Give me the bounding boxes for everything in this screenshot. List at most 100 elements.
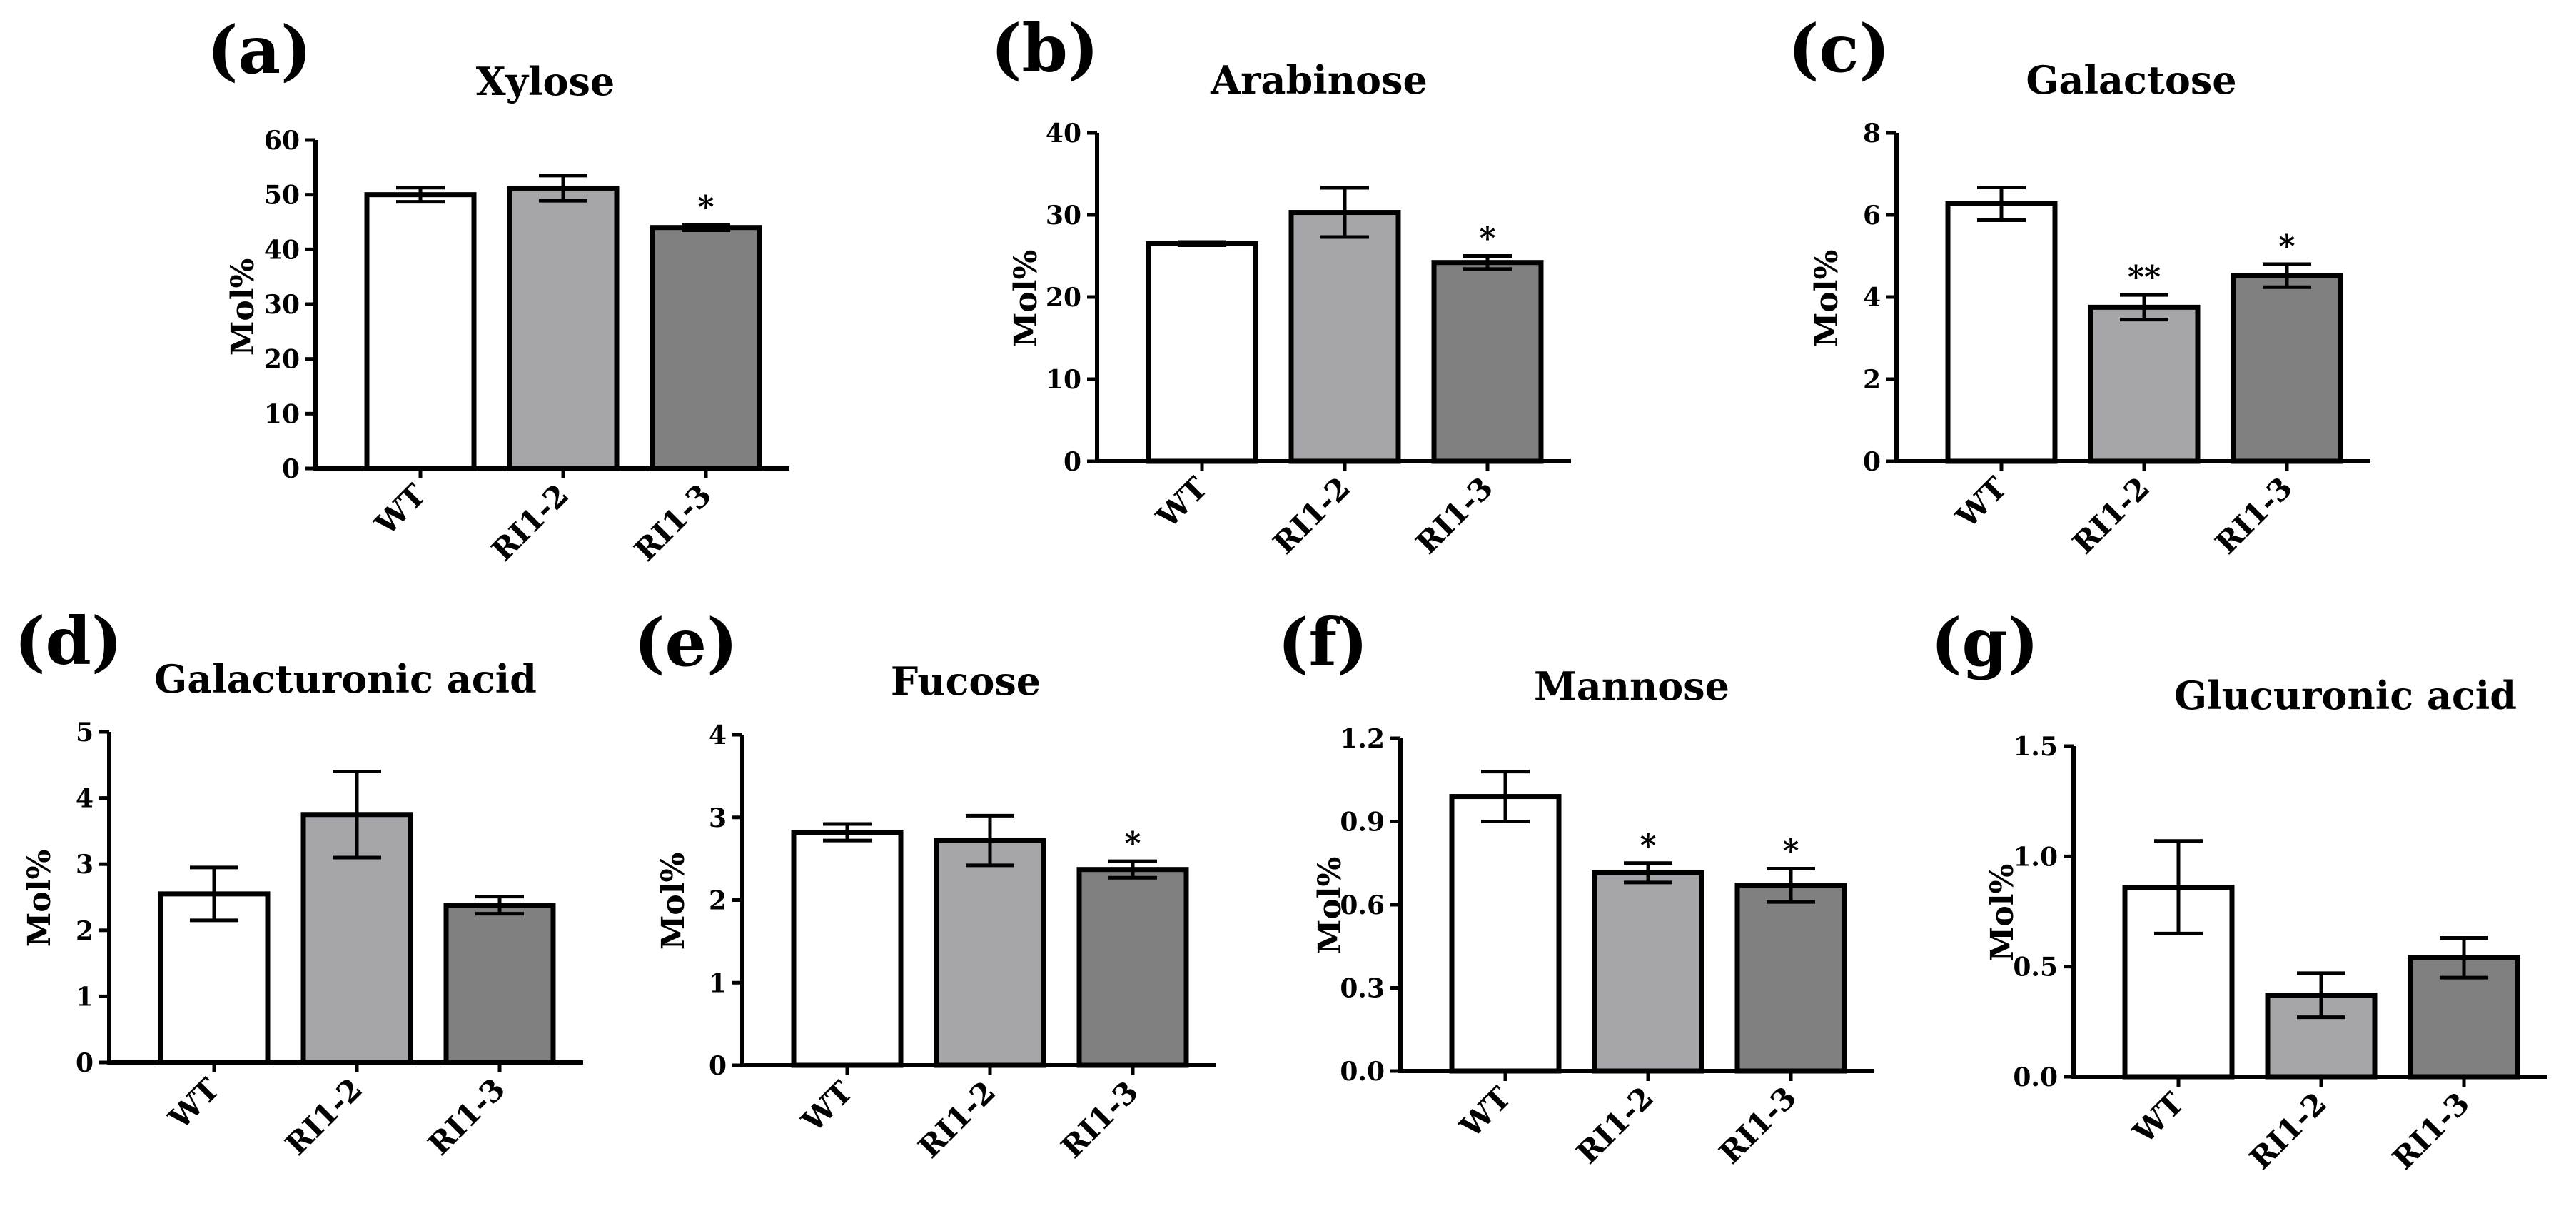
- bar-RI1-2: [507, 185, 620, 471]
- y-tick-label: 4: [76, 784, 94, 814]
- x-tick-label: RI1-2: [2066, 470, 2156, 561]
- x-tick-label: WT: [2126, 1085, 2191, 1150]
- bar-RI1-2: [1592, 870, 1704, 1074]
- y-tick-label: 40: [264, 235, 300, 265]
- x-tick-label: RI1-3: [1409, 470, 1500, 561]
- y-tick-label: 1.2: [1340, 724, 1385, 754]
- bar-RI1-2: [1288, 210, 1401, 464]
- y-tick-label: 40: [1046, 119, 1081, 149]
- significance-mark: *: [1782, 833, 1799, 870]
- y-tick-label: 0: [282, 454, 300, 484]
- y-tick-label: 0.9: [1340, 808, 1385, 838]
- bar-RI1-3: [1734, 883, 1847, 1074]
- chart-title: Mannose: [1534, 663, 1729, 709]
- y-tick-label: 0: [709, 1051, 727, 1081]
- y-axis-label: Mol%: [1312, 857, 1348, 955]
- panel-label: (e): [634, 604, 738, 681]
- chart-panel-6: (f) Mannose Mol% 0.0 0.3 0.6 0.9 1.2 WT * RI1-2 * RI…: [1278, 604, 1874, 1170]
- bar-WT: [364, 192, 477, 471]
- significance-mark: *: [2278, 228, 2295, 265]
- y-tick-label: 0: [1863, 447, 1881, 477]
- chart-panel-7: (g) Glucuronic acid Mol% 0.0 0.5 1.0 1.5 WT RI1-…: [1931, 604, 2547, 1176]
- bar-WT: [791, 830, 904, 1068]
- y-tick-label: 30: [1046, 201, 1081, 231]
- significance-mark: *: [697, 189, 714, 226]
- chart-panel-4: (d) Galacturonic acid Mol% 0 1 2 3 4 5 WT RI1-2 RI1…: [14, 603, 583, 1162]
- x-tick-label: RI1-2: [1570, 1080, 1660, 1170]
- chart-panel-5: (e) Fucose Mol% 0 1 2 3 4 WT RI1-2 * RI1-3: [634, 604, 1216, 1165]
- y-tick-label: 1.0: [2013, 842, 2058, 872]
- bar-RI1-3: [1076, 867, 1189, 1068]
- y-tick-label: 20: [1046, 283, 1081, 313]
- panel-label: (c): [1788, 10, 1890, 87]
- chart-panel-2: (b) Arabinose Mol% 0 10 20 30 40 WT RI1-2 * RI1-3: [991, 10, 1571, 561]
- chart-title: Galacturonic acid: [154, 656, 537, 702]
- y-tick-label: 0.3: [1340, 974, 1385, 1004]
- bar-RI1-3: [1431, 260, 1544, 464]
- y-tick-label: 30: [264, 290, 300, 320]
- chart-title: Galactose: [2026, 57, 2236, 103]
- bar-RI1-3: [2231, 273, 2343, 464]
- y-tick-label: 60: [264, 126, 300, 156]
- bar-RI1-2: [2088, 304, 2201, 464]
- panel-label: (g): [1931, 604, 2039, 681]
- y-tick-label: 4: [1863, 283, 1881, 313]
- x-tick-label: RI1-3: [2208, 470, 2299, 561]
- x-tick-label: WT: [368, 477, 433, 542]
- y-tick-label: 10: [264, 399, 300, 429]
- significance-mark: **: [2128, 259, 2161, 296]
- x-tick-label: RI1-2: [2243, 1085, 2333, 1176]
- y-tick-label: 0: [76, 1048, 94, 1078]
- y-tick-label: 6: [1863, 201, 1881, 231]
- y-axis-label: Mol%: [1008, 250, 1044, 348]
- y-tick-label: 1: [709, 968, 727, 998]
- y-tick-label: 0.0: [2013, 1062, 2058, 1092]
- x-tick-label: WT: [1149, 470, 1214, 535]
- y-tick-label: 10: [1046, 365, 1081, 395]
- x-tick-label: RI1-3: [2385, 1085, 2476, 1176]
- y-tick-label: 2: [76, 916, 94, 946]
- significance-mark: *: [1640, 828, 1656, 864]
- x-tick-label: RI1-2: [278, 1071, 369, 1162]
- x-tick-label: WT: [1949, 470, 2014, 535]
- significance-mark: *: [1479, 221, 1495, 257]
- y-tick-label: 0.6: [1340, 890, 1385, 920]
- x-tick-label: RI1-2: [1266, 470, 1357, 561]
- y-tick-label: 2: [709, 886, 727, 916]
- y-axis-label: Mol%: [1984, 864, 2021, 962]
- chart-panel-3: (c) Galactose Mol% 0 2 4 6 8 WT ** RI1-2 * RI1-3: [1788, 10, 2370, 561]
- y-tick-label: 20: [264, 345, 300, 375]
- y-tick-label: 3: [76, 850, 94, 880]
- bar-RI1-3: [650, 225, 762, 471]
- y-tick-label: 0.5: [2013, 953, 2058, 983]
- chart-title: Arabinose: [1210, 57, 1428, 103]
- bar-WT: [1146, 241, 1258, 464]
- bar-WT: [1945, 201, 2058, 464]
- y-tick-label: 1: [76, 982, 94, 1012]
- y-tick-label: 4: [709, 720, 727, 750]
- y-tick-label: 5: [76, 718, 94, 748]
- y-tick-label: 0.0: [1340, 1057, 1385, 1087]
- x-tick-label: RI1-2: [911, 1074, 1002, 1165]
- x-tick-label: WT: [1453, 1080, 1517, 1145]
- x-tick-label: WT: [161, 1071, 226, 1136]
- y-tick-label: 8: [1863, 119, 1881, 149]
- panel-label: (b): [991, 10, 1098, 87]
- y-tick-label: 1.5: [2013, 732, 2058, 762]
- y-axis-label: Mol%: [1809, 250, 1845, 348]
- significance-mark: *: [1124, 825, 1141, 862]
- panel-label: (f): [1278, 604, 1368, 681]
- y-tick-label: 50: [264, 181, 300, 211]
- chart-title: Xylose: [476, 59, 615, 104]
- chart-title: Fucose: [891, 658, 1041, 704]
- y-axis-label: Mol%: [225, 258, 261, 356]
- panel-label: (a): [207, 11, 312, 89]
- x-tick-label: WT: [794, 1074, 859, 1139]
- y-tick-label: 3: [709, 803, 727, 833]
- bar-WT: [1449, 794, 1562, 1074]
- x-tick-label: RI1-3: [627, 477, 718, 568]
- x-tick-label: RI1-2: [485, 477, 575, 568]
- y-axis-label: Mol%: [21, 850, 58, 948]
- y-tick-label: 0: [1064, 447, 1081, 477]
